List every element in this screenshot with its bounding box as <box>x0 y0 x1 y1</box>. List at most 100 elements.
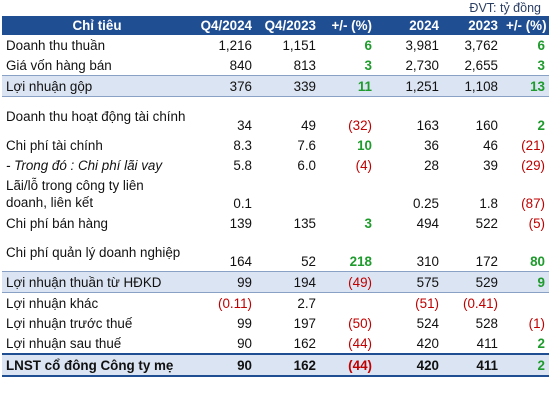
cell-2023: 1.8 <box>479 196 498 211</box>
cell-q4-2024: 99 <box>192 271 256 293</box>
cell-year-change: 6 <box>537 37 545 53</box>
cell-2023: 172 <box>475 254 498 269</box>
cell-q4-2024: 8.3 <box>233 137 252 153</box>
table-row: Chi phí tài chính 8.3 7.6 10 36 46 (21) <box>2 135 549 155</box>
cell-2023: (0.41) <box>463 295 498 311</box>
cell-q4-2023: 7.6 <box>297 137 316 153</box>
table-row: Lợi nhuận trước thuế 99 197 (50) 524 528… <box>2 313 549 333</box>
cell-2024: 0.25 <box>412 196 439 211</box>
table-header-row: Chỉ tiêu Q4/2024 Q4/2023 +/- (%) 2024 20… <box>2 16 549 35</box>
cell-2023: 2,655 <box>464 57 498 73</box>
header-year-change: +/- (%) <box>502 16 549 35</box>
cell-q4-2023: 52 <box>301 254 316 269</box>
cell-2023: 528 <box>475 315 498 331</box>
cell-2023: 46 <box>483 137 498 153</box>
table-row: Lợi nhuận gộp 376 339 11 1,251 1,108 13 <box>2 75 549 97</box>
row-label: Chi phí tài chính <box>6 137 103 153</box>
cell-quarter-change: 3 <box>364 57 372 73</box>
table-row: Doanh thu hoạt động tài chính 34 49 (32)… <box>2 97 549 136</box>
cell-quarter-change: 11 <box>320 75 376 97</box>
cell-2023: 3,762 <box>464 37 498 53</box>
cell-2024: 310 <box>416 254 439 269</box>
header-2024: 2024 <box>376 16 443 35</box>
row-label: Chi phí quản lý doanh nghiệp <box>6 244 181 260</box>
cell-q4-2024: 99 <box>237 315 252 331</box>
cell-q4-2023: 2.7 <box>297 295 316 311</box>
cell-q4-2024: 376 <box>192 75 256 97</box>
cell-quarter-change: (44) <box>348 335 372 351</box>
cell-q4-2024: (0.11) <box>218 295 252 311</box>
table-row: Chi phí quản lý doanh nghiệp 164 52 218 … <box>2 233 549 272</box>
cell-2023: 411 <box>443 353 502 377</box>
cell-q4-2023: 6.0 <box>297 157 316 173</box>
cell-quarter-change: (4) <box>355 157 372 173</box>
cell-2024: 420 <box>376 353 443 377</box>
cell-2024: 420 <box>416 335 439 351</box>
cell-2023: 411 <box>476 335 498 351</box>
row-label: Doanh thu hoạt động tài chính <box>6 108 186 124</box>
cell-q4-2023: 194 <box>256 271 320 293</box>
cell-q4-2023: 1,151 <box>282 37 316 53</box>
cell-2023: 529 <box>443 271 502 293</box>
header-quarter-change: +/- (%) <box>320 16 376 35</box>
table-row: Chi phí bán hàng 139 135 3 494 522 (5) <box>2 213 549 233</box>
cell-q4-2024: 164 <box>229 254 252 269</box>
row-label: Lợi nhuận gộp <box>2 75 192 97</box>
cell-q4-2023: 135 <box>293 215 316 231</box>
row-label: Lợi nhuận trước thuế <box>6 315 133 331</box>
cell-year-change: (87) <box>521 196 545 211</box>
cell-year-change: 2 <box>502 353 549 377</box>
cell-year-change: 2 <box>537 118 545 133</box>
row-label: Giá vốn hàng bán <box>6 57 112 73</box>
cell-quarter-change <box>320 175 376 213</box>
cell-quarter-change: (49) <box>320 271 376 293</box>
row-label: Chi phí bán hàng <box>6 215 108 231</box>
cell-2024: 1,251 <box>376 75 443 97</box>
table-row: Lợi nhuận thuần từ HĐKD 99 194 (49) 575 … <box>2 271 549 293</box>
cell-year-change: 13 <box>502 75 549 97</box>
header-q4-2024: Q4/2024 <box>192 16 256 35</box>
table-row: Lãi/lỗ trong công ty liên doanh, liên kế… <box>2 175 549 213</box>
cell-2023: 160 <box>475 118 498 133</box>
row-label: Lợi nhuận thuần từ HĐKD <box>2 271 192 293</box>
cell-2024: 524 <box>416 315 439 331</box>
row-label: - Trong đó : Chi phí lãi vay <box>6 157 163 173</box>
cell-2023: 39 <box>483 157 498 173</box>
cell-q4-2023: 162 <box>256 353 320 377</box>
header-q4-2023: Q4/2023 <box>256 16 320 35</box>
cell-q4-2024: 90 <box>192 353 256 377</box>
cell-quarter-change <box>320 293 376 314</box>
cell-2023: 522 <box>475 215 498 231</box>
cell-q4-2024: 0.1 <box>233 196 252 211</box>
row-label: Lãi/lỗ trong công ty liên doanh, liên kế… <box>6 178 144 210</box>
table-row: - Trong đó : Chi phí lãi vay 5.8 6.0 (4)… <box>2 155 549 175</box>
row-label: LNST cổ đông Công ty mẹ <box>2 353 192 377</box>
cell-q4-2023: 339 <box>256 75 320 97</box>
cell-q4-2024: 5.8 <box>233 157 252 173</box>
cell-quarter-change: (44) <box>320 353 376 377</box>
row-label: Doanh thu thuần <box>6 37 106 53</box>
row-label: Lợi nhuận sau thuế <box>6 335 122 351</box>
cell-2023: 1,108 <box>443 75 502 97</box>
header-2023: 2023 <box>443 16 502 35</box>
table-row: Lợi nhuận khác (0.11) 2.7 (51) (0.41) <box>2 293 549 314</box>
cell-year-change: (21) <box>521 137 545 153</box>
cell-quarter-change: (32) <box>348 118 372 133</box>
table-row-total: LNST cổ đông Công ty mẹ 90 162 (44) 420 … <box>2 353 549 377</box>
cell-q4-2023: 197 <box>293 315 316 331</box>
cell-q4-2024: 90 <box>237 335 252 351</box>
cell-quarter-change: (50) <box>348 315 372 331</box>
cell-2024: 36 <box>424 137 439 153</box>
cell-year-change: 80 <box>530 254 545 269</box>
header-indicator: Chỉ tiêu <box>2 16 192 35</box>
cell-q4-2024: 1,216 <box>218 37 252 53</box>
cell-quarter-change: 10 <box>357 137 372 153</box>
cell-year-change: 2 <box>537 335 545 351</box>
table-row: Lợi nhuận sau thuế 90 162 (44) 420 411 2 <box>2 333 549 354</box>
cell-year-change: (29) <box>521 157 545 173</box>
cell-quarter-change: 218 <box>349 254 372 269</box>
cell-2024: 2,730 <box>405 57 439 73</box>
table-row: Doanh thu thuần 1,216 1,151 6 3,981 3,76… <box>2 35 549 55</box>
cell-2024: (51) <box>415 295 439 311</box>
cell-quarter-change: 3 <box>364 215 372 231</box>
